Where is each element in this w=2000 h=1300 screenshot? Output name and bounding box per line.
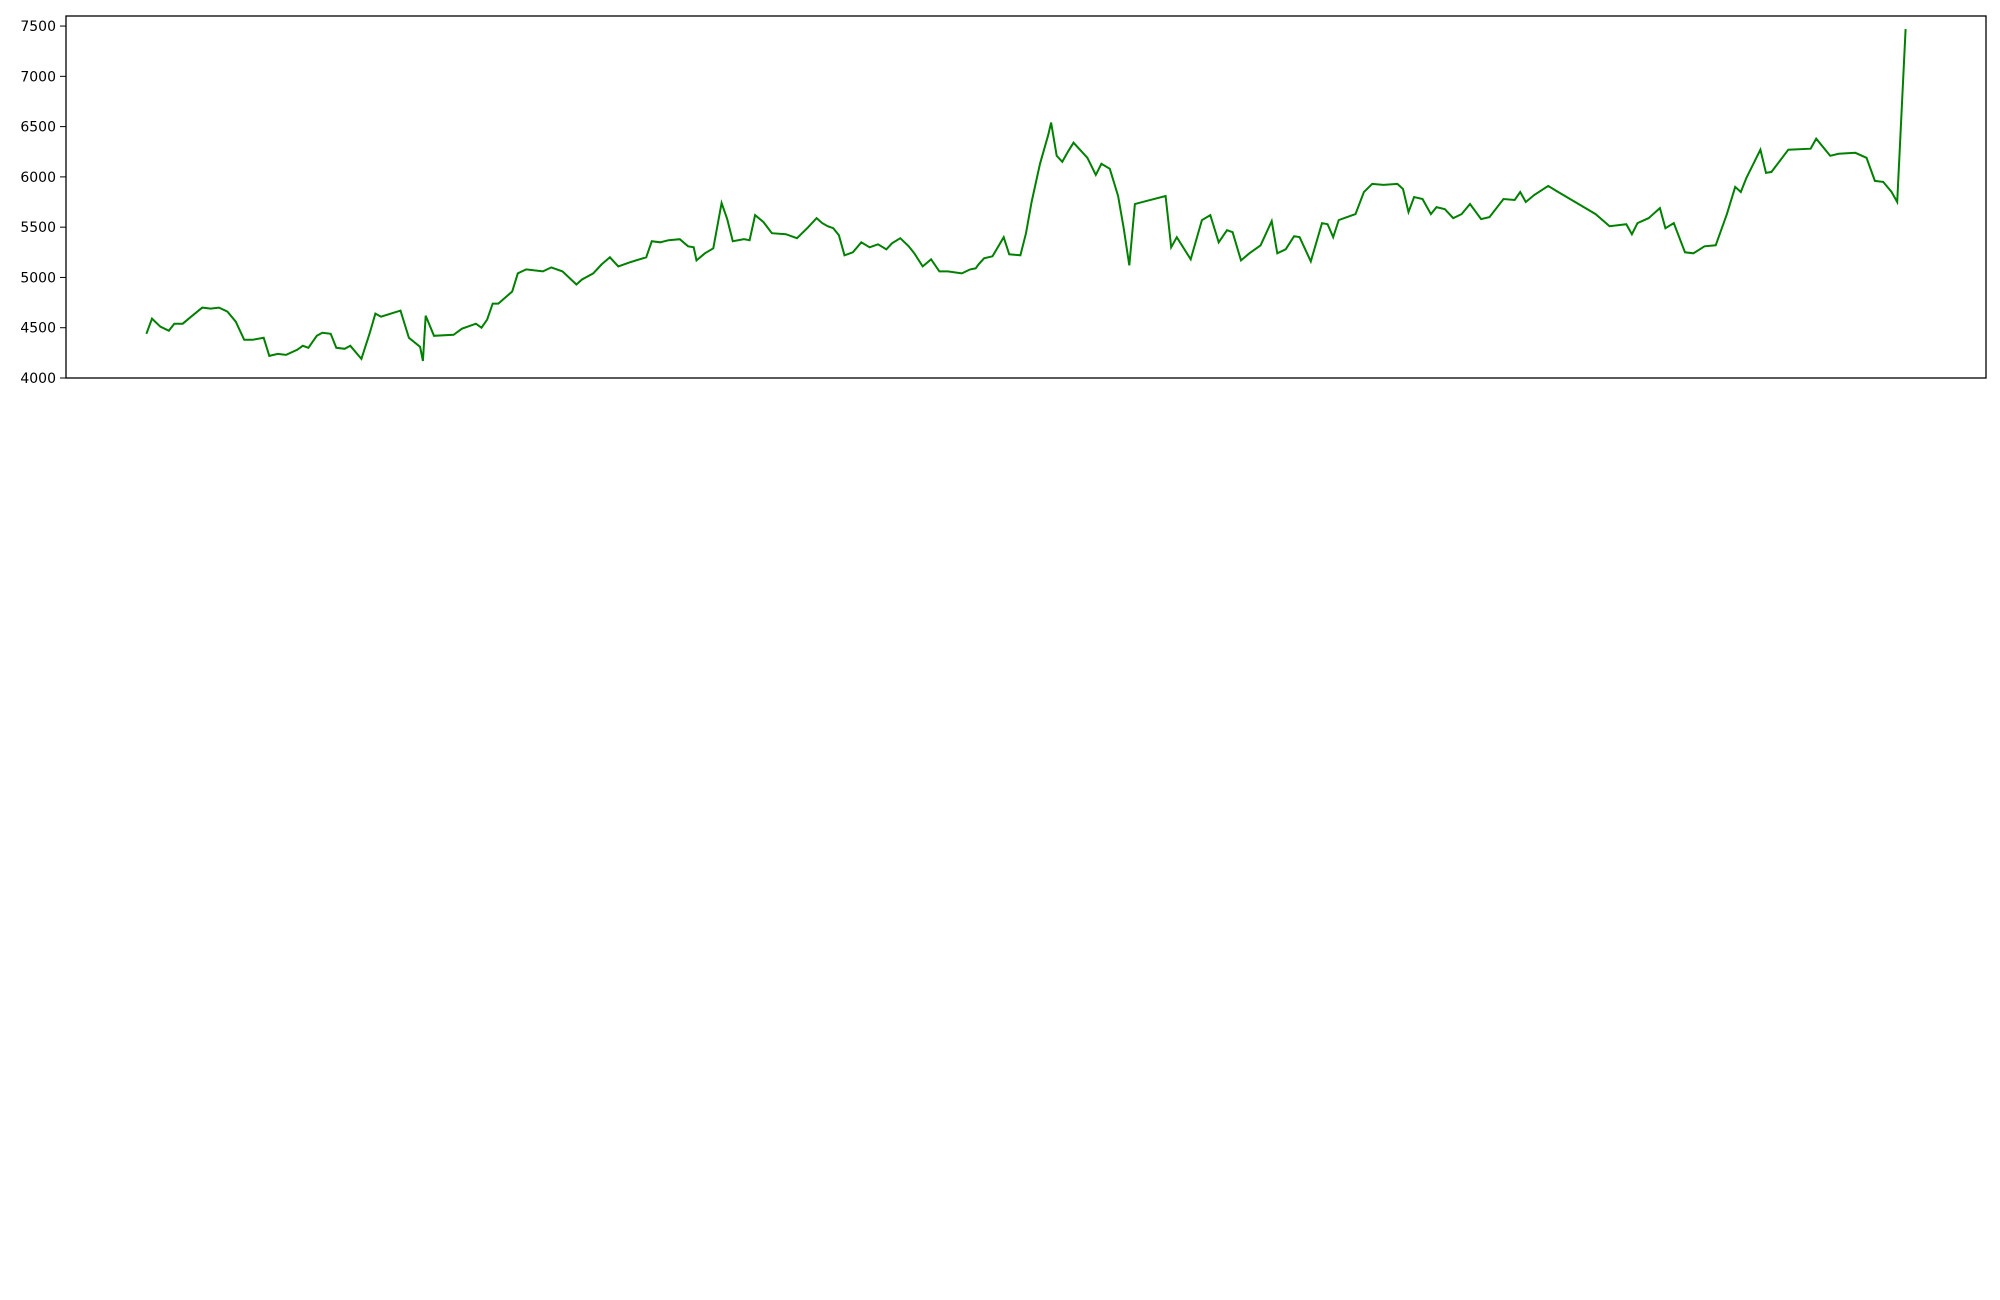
y-tick-label: 4500 bbox=[20, 321, 56, 337]
price-panel: 4000 4500 5000 5500 6000 6500 7000 7500 bbox=[20, 15, 1987, 387]
y-tick-label: 7500 bbox=[20, 19, 56, 35]
price-frame bbox=[65, 15, 1987, 379]
y-tick-label: 5000 bbox=[20, 270, 56, 286]
price-series-line bbox=[145, 29, 1907, 362]
indicator-panels: 4000 4500 5000 5500 6000 6500 7000 7500 bbox=[20, 15, 1987, 387]
y-tick-label: 4000 bbox=[20, 371, 56, 387]
y-tick-label: 6000 bbox=[20, 170, 56, 186]
y-tick-label: 7000 bbox=[20, 69, 56, 85]
y-tick-label: 6500 bbox=[20, 120, 56, 136]
y-tick-label: 5500 bbox=[20, 220, 56, 236]
